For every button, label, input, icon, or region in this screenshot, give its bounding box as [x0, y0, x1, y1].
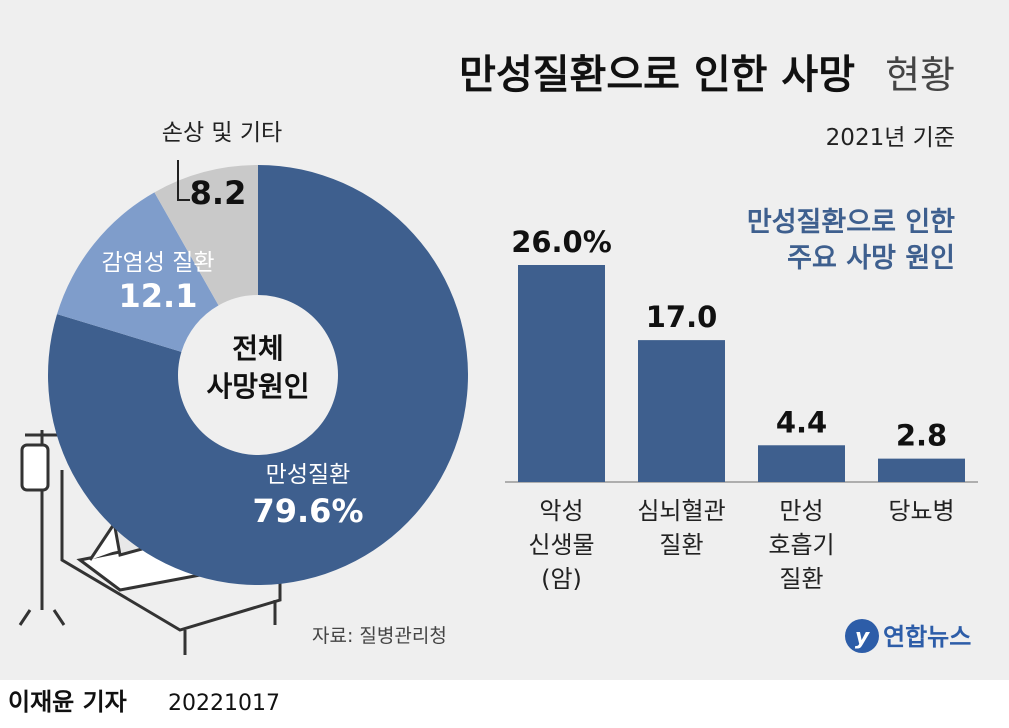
bar [638, 340, 725, 482]
byline: 이재윤 기자 [8, 688, 127, 716]
leader-line [177, 160, 190, 201]
bar-value: 17.0 [646, 300, 718, 334]
footer-band [0, 680, 1009, 728]
subtitle: 2021년 기준 [826, 125, 955, 151]
source: 자료: 질병관리청 [312, 625, 447, 647]
bar-value: 2.8 [896, 419, 947, 453]
pie-slice [57, 192, 219, 352]
bar [878, 458, 965, 482]
slice-value: 79.6% [252, 492, 363, 530]
bar-title: 만성질환으로 인한 주요 사망 원인 [746, 207, 955, 274]
logo-icon: y [845, 619, 879, 653]
title: 만성질환으로 인한 사망 [459, 52, 855, 98]
slice-name: 손상 및 기타 [162, 120, 282, 146]
bar-category: 만성 호흡기 질환 [768, 497, 835, 593]
date: 20221017 [168, 691, 280, 716]
slice-name: 만성질환 [266, 462, 351, 488]
title-suffix: 현황 [885, 53, 955, 97]
bar-category: 당뇨병 [888, 497, 955, 525]
logo: 연합뉴스 [883, 623, 971, 651]
bar-value: 26.0% [511, 225, 612, 259]
pie-center-label: 전체 사망원인 [206, 332, 310, 403]
bar [518, 265, 605, 482]
slice-value: 8.2 [190, 174, 247, 212]
svg-text:y: y [855, 625, 871, 650]
bar-value: 4.4 [776, 405, 827, 439]
pie-slice [47, 165, 468, 586]
bar-category: 악성 신생물 (암) [528, 497, 595, 593]
bar [758, 445, 845, 482]
slice-value: 12.1 [119, 277, 198, 315]
slice-name: 감염성 질환 [101, 250, 214, 276]
bar-category: 심뇌혈관 질환 [637, 497, 726, 559]
